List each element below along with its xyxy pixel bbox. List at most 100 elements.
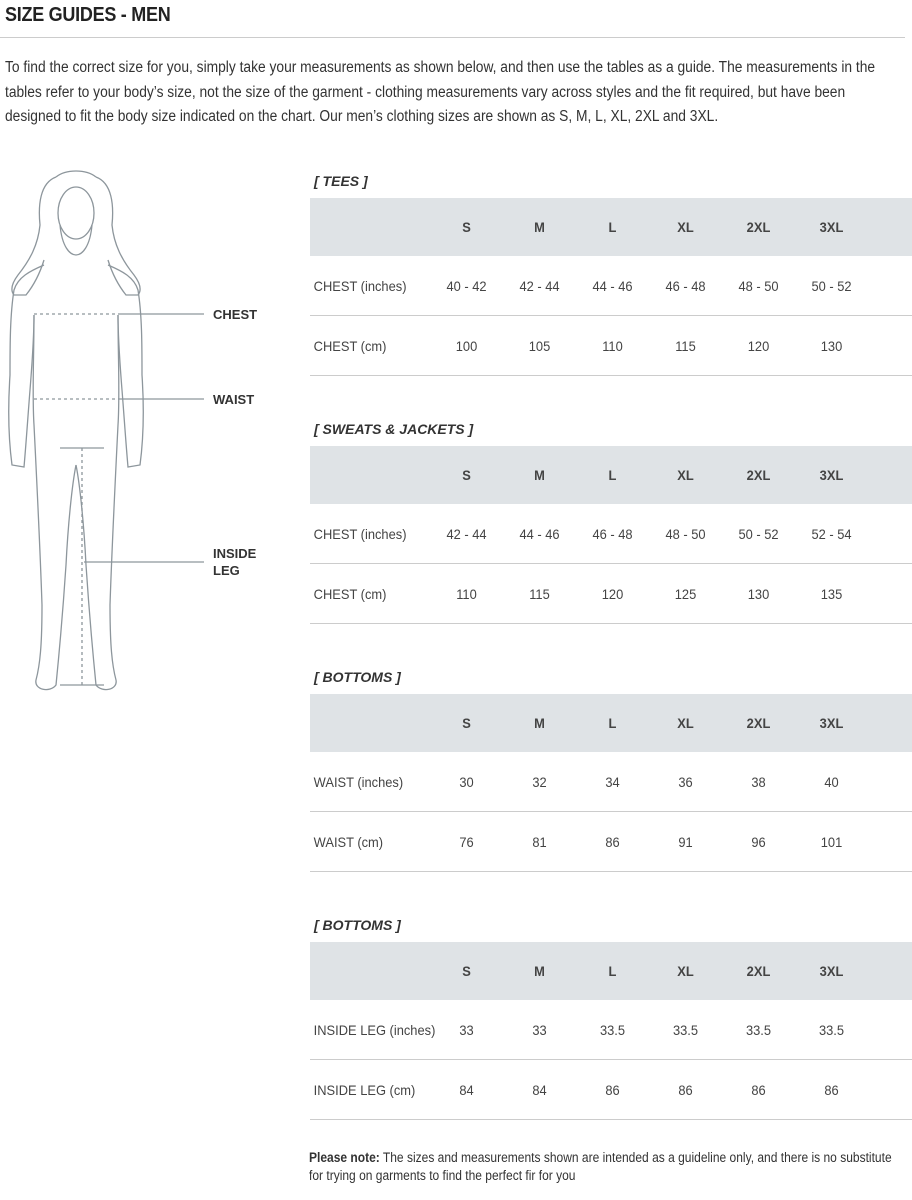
column-header: M [534, 963, 545, 979]
table-cell: 44 - 46 [592, 277, 633, 294]
column-header: L [608, 467, 617, 483]
table-row: WAIST (cm) 76 81 86 91 96 101 [310, 812, 912, 872]
table-row: CHEST (inches) 40 - 42 42 - 44 44 - 46 46 - … [310, 256, 912, 316]
note-label: Please note: [309, 1150, 380, 1165]
header-row: S M L XL 2XL 3XL [310, 198, 912, 256]
table-cell: 120 [601, 585, 624, 602]
table-row: CHEST (cm) 110 115 120 125 130 135 [310, 564, 912, 624]
table-cell: 44 - 46 [519, 525, 560, 542]
table-cell: 110 [602, 337, 623, 354]
table-cell: 86 [605, 833, 620, 850]
size-table: [ TEES ] S M L XL 2XL 3XL CHEST (inches) 40 - 42… [310, 170, 912, 376]
table-cell: 33.5 [672, 1021, 699, 1038]
column-header: M [534, 219, 545, 235]
table-cell: 115 [529, 585, 550, 602]
page-title: SIZE GUIDES - MEN [5, 4, 171, 26]
column-header: 3XL [819, 219, 844, 235]
column-header: 2XL [746, 963, 771, 979]
table-cell: 33.5 [745, 1021, 772, 1038]
note: Please note: The sizes and measurements … [309, 1149, 896, 1185]
column-header: XL [677, 219, 694, 235]
table-heading: [ TEES ] [314, 173, 368, 189]
table-cell: 86 [751, 1081, 766, 1098]
table-cell: 40 - 42 [446, 277, 487, 294]
table-cell: 115 [675, 337, 696, 354]
column-header: XL [677, 715, 694, 731]
table-cell: 105 [528, 337, 551, 354]
column-header: L [608, 715, 617, 731]
table-cell: 50 - 52 [738, 525, 779, 542]
column-header: 2XL [746, 219, 771, 235]
column-header: XL [677, 467, 694, 483]
size-table: [ SWEATS & JACKETS ] S M L XL 2XL 3XL CHEST (in… [310, 418, 912, 624]
size-table: [ BOTTOMS ] S M L XL 2XL 3XL INSIDE LEG (inches… [310, 914, 912, 1120]
table-cell: 33.5 [818, 1021, 845, 1038]
figure-label: WAIST [213, 392, 255, 407]
table-cell: 84 [532, 1081, 547, 1098]
table-cell: 48 - 50 [738, 277, 779, 294]
table-cell: 76 [459, 833, 474, 850]
column-header: S [462, 219, 471, 235]
table-cell: 42 - 44 [519, 277, 560, 294]
row-label: CHEST (inches) [313, 277, 407, 294]
table-cell: 125 [674, 585, 697, 602]
column-header: 2XL [746, 467, 771, 483]
table-cell: 36 [678, 773, 693, 790]
table-cell: 46 - 48 [592, 525, 633, 542]
table-cell: 42 - 44 [446, 525, 487, 542]
body-figure [8, 170, 204, 691]
intro-text: To find the correct size for you, simply… [5, 59, 876, 125]
table-cell: 50 - 52 [811, 277, 852, 294]
column-header: S [462, 963, 471, 979]
divider [0, 37, 905, 38]
column-header: L [608, 963, 617, 979]
size-table: [ BOTTOMS ] S M L XL 2XL 3XL WAIST (inches) 30 32… [310, 666, 912, 872]
table-cell: 110 [456, 585, 477, 602]
table-row: CHEST (cm) 100 105 110 115 120 130 [310, 316, 912, 376]
table-cell: 86 [824, 1081, 839, 1098]
table-row: INSIDE LEG (inches) 33 33 33.5 33.5 33.5 33.5 [310, 1000, 912, 1060]
table-heading: [ SWEATS & JACKETS ] [314, 421, 474, 437]
table-cell: 100 [455, 337, 478, 354]
table-row: INSIDE LEG (cm) 84 84 86 86 86 86 [310, 1060, 912, 1120]
table-cell: 33.5 [599, 1021, 626, 1038]
table-cell: 130 [820, 337, 843, 354]
table-cell: 86 [678, 1081, 693, 1098]
row-label: WAIST (inches) [313, 773, 404, 790]
row-label: INSIDE LEG (cm) [313, 1081, 416, 1098]
table-heading: [ BOTTOMS ] [314, 669, 401, 685]
column-header: 3XL [819, 715, 844, 731]
column-header: S [462, 467, 471, 483]
table-cell: 52 - 54 [811, 525, 852, 542]
table-cell: 81 [532, 833, 547, 850]
table-cell: 135 [820, 585, 843, 602]
row-label: INSIDE LEG (inches) [313, 1021, 436, 1038]
figure-label: INSIDE LEG [213, 546, 257, 578]
table-cell: 86 [605, 1081, 620, 1098]
table-cell: 48 - 50 [665, 525, 706, 542]
table-cell: 84 [459, 1081, 474, 1098]
table-cell: 120 [747, 337, 770, 354]
column-header: 3XL [819, 467, 844, 483]
row-label: WAIST (cm) [313, 833, 384, 850]
column-header: M [534, 467, 545, 483]
header-row: S M L XL 2XL 3XL [310, 446, 912, 504]
table-cell: 91 [678, 833, 693, 850]
table-cell: 34 [605, 773, 620, 790]
column-header: S [462, 715, 471, 731]
table-cell: 32 [532, 773, 547, 790]
table-cell: 30 [459, 773, 474, 790]
table-cell: 46 - 48 [665, 277, 706, 294]
table-cell: 96 [751, 833, 766, 850]
column-header: XL [677, 963, 694, 979]
table-cell: 40 [824, 773, 839, 790]
table-row: CHEST (inches) 42 - 44 44 - 46 46 - 48 48 - … [310, 504, 912, 564]
header-row: S M L XL 2XL 3XL [310, 694, 912, 752]
row-label: CHEST (cm) [313, 585, 387, 602]
figure-label: CHEST [213, 307, 258, 322]
column-header: L [608, 219, 617, 235]
header-row: S M L XL 2XL 3XL [310, 942, 912, 1000]
column-header: M [534, 715, 545, 731]
column-header: 3XL [819, 963, 844, 979]
